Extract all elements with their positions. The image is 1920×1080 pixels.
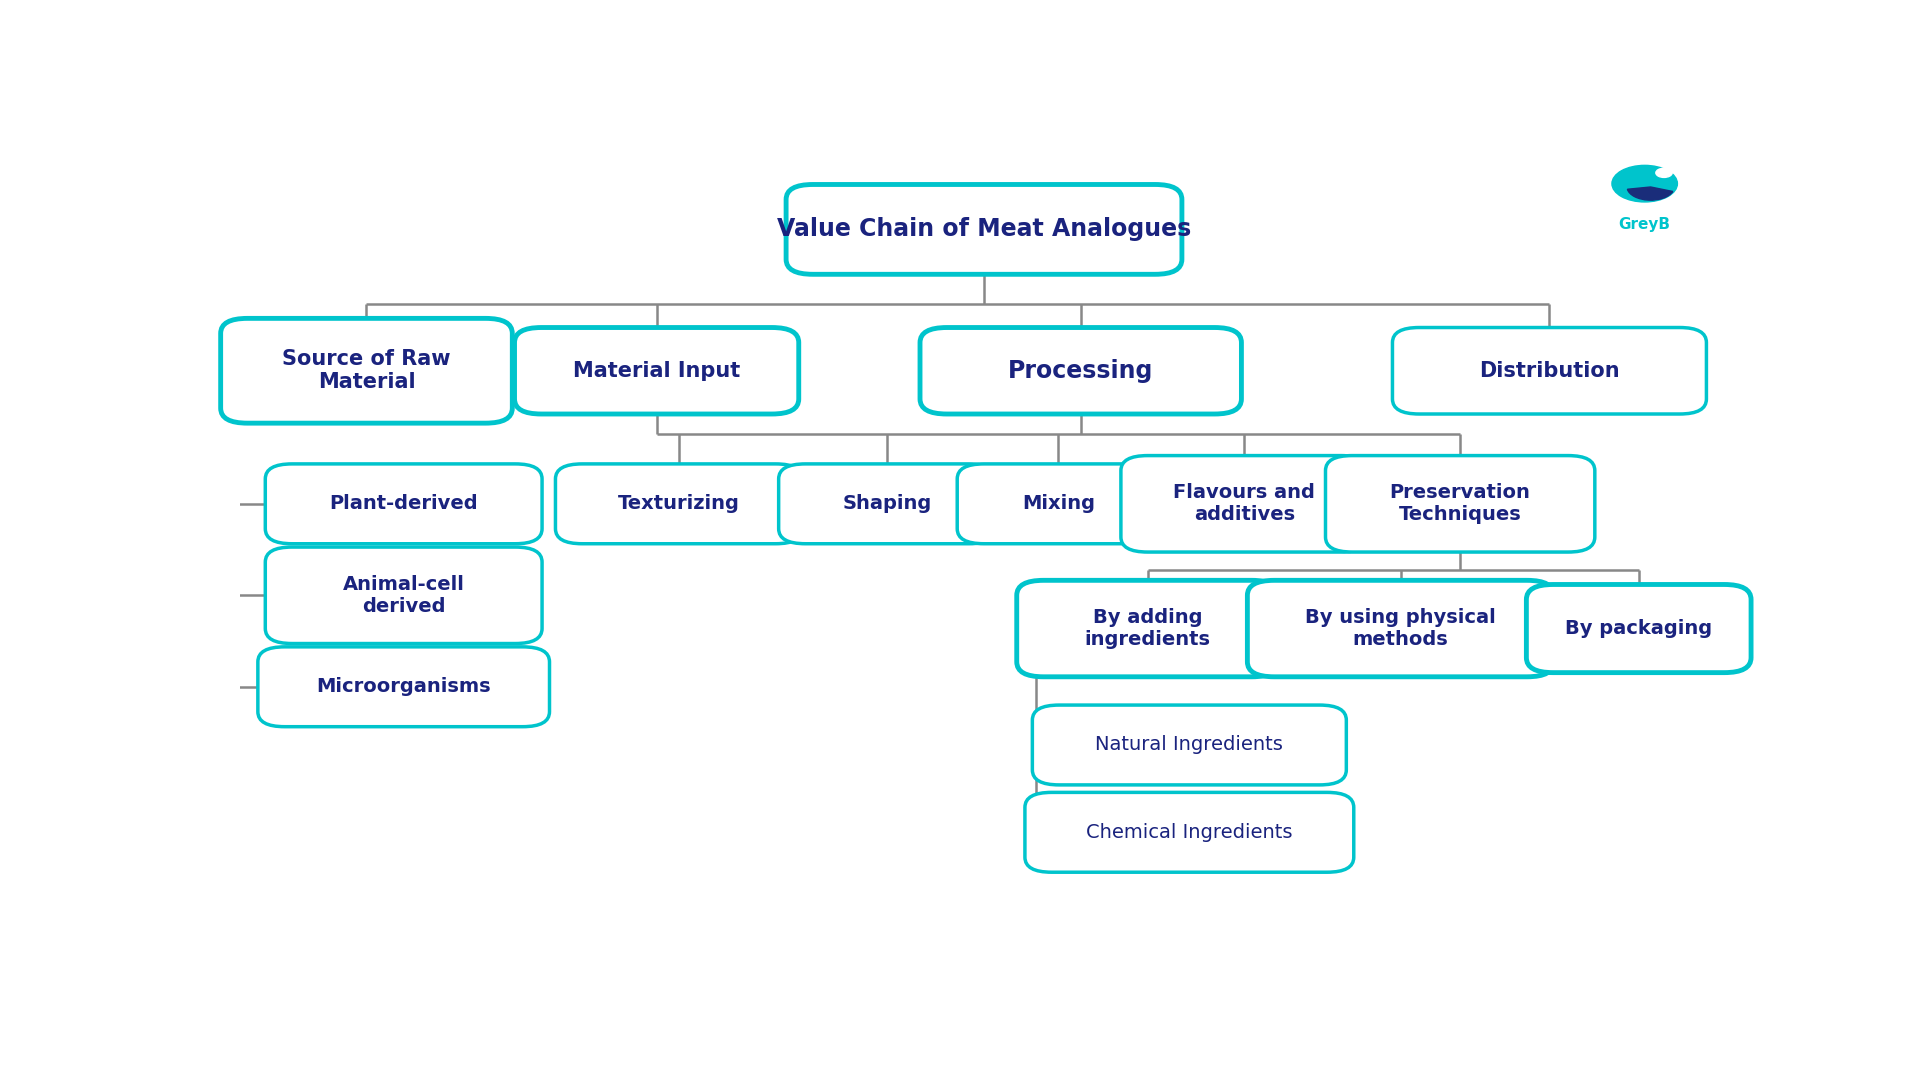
FancyBboxPatch shape [1025,793,1354,873]
FancyBboxPatch shape [257,647,549,727]
FancyBboxPatch shape [920,327,1242,414]
FancyBboxPatch shape [785,185,1183,274]
Text: Distribution: Distribution [1478,361,1620,381]
FancyBboxPatch shape [265,464,541,543]
FancyBboxPatch shape [1121,456,1367,552]
FancyBboxPatch shape [555,464,803,543]
Text: Chemical Ingredients: Chemical Ingredients [1087,823,1292,841]
Text: Flavours and
additives: Flavours and additives [1173,484,1315,524]
Text: Source of Raw
Material: Source of Raw Material [282,349,451,392]
Text: By adding
ingredients: By adding ingredients [1085,608,1212,649]
Text: GreyB: GreyB [1619,217,1670,232]
Text: Value Chain of Meat Analogues: Value Chain of Meat Analogues [778,217,1190,242]
Text: By using physical
methods: By using physical methods [1306,608,1496,649]
Text: Animal-cell
derived: Animal-cell derived [344,575,465,616]
Circle shape [1613,165,1678,202]
Text: Mixing: Mixing [1021,495,1094,513]
Text: Texturizing: Texturizing [618,495,739,513]
FancyBboxPatch shape [1033,705,1346,785]
FancyBboxPatch shape [221,319,513,423]
FancyBboxPatch shape [1392,327,1707,414]
Text: Material Input: Material Input [572,361,741,381]
FancyBboxPatch shape [1325,456,1596,552]
Text: Plant-derived: Plant-derived [330,495,478,513]
Text: Shaping: Shaping [843,495,931,513]
FancyBboxPatch shape [958,464,1160,543]
FancyBboxPatch shape [515,327,799,414]
Text: Microorganisms: Microorganisms [317,677,492,697]
Text: Processing: Processing [1008,359,1154,382]
Wedge shape [1628,187,1672,200]
Circle shape [1655,168,1672,177]
Text: Natural Ingredients: Natural Ingredients [1096,735,1283,755]
FancyBboxPatch shape [1526,584,1751,673]
FancyBboxPatch shape [1248,580,1553,677]
Text: Preservation
Techniques: Preservation Techniques [1390,484,1530,524]
Text: By packaging: By packaging [1565,619,1713,638]
FancyBboxPatch shape [265,548,541,644]
FancyBboxPatch shape [1018,580,1279,677]
FancyBboxPatch shape [780,464,996,543]
